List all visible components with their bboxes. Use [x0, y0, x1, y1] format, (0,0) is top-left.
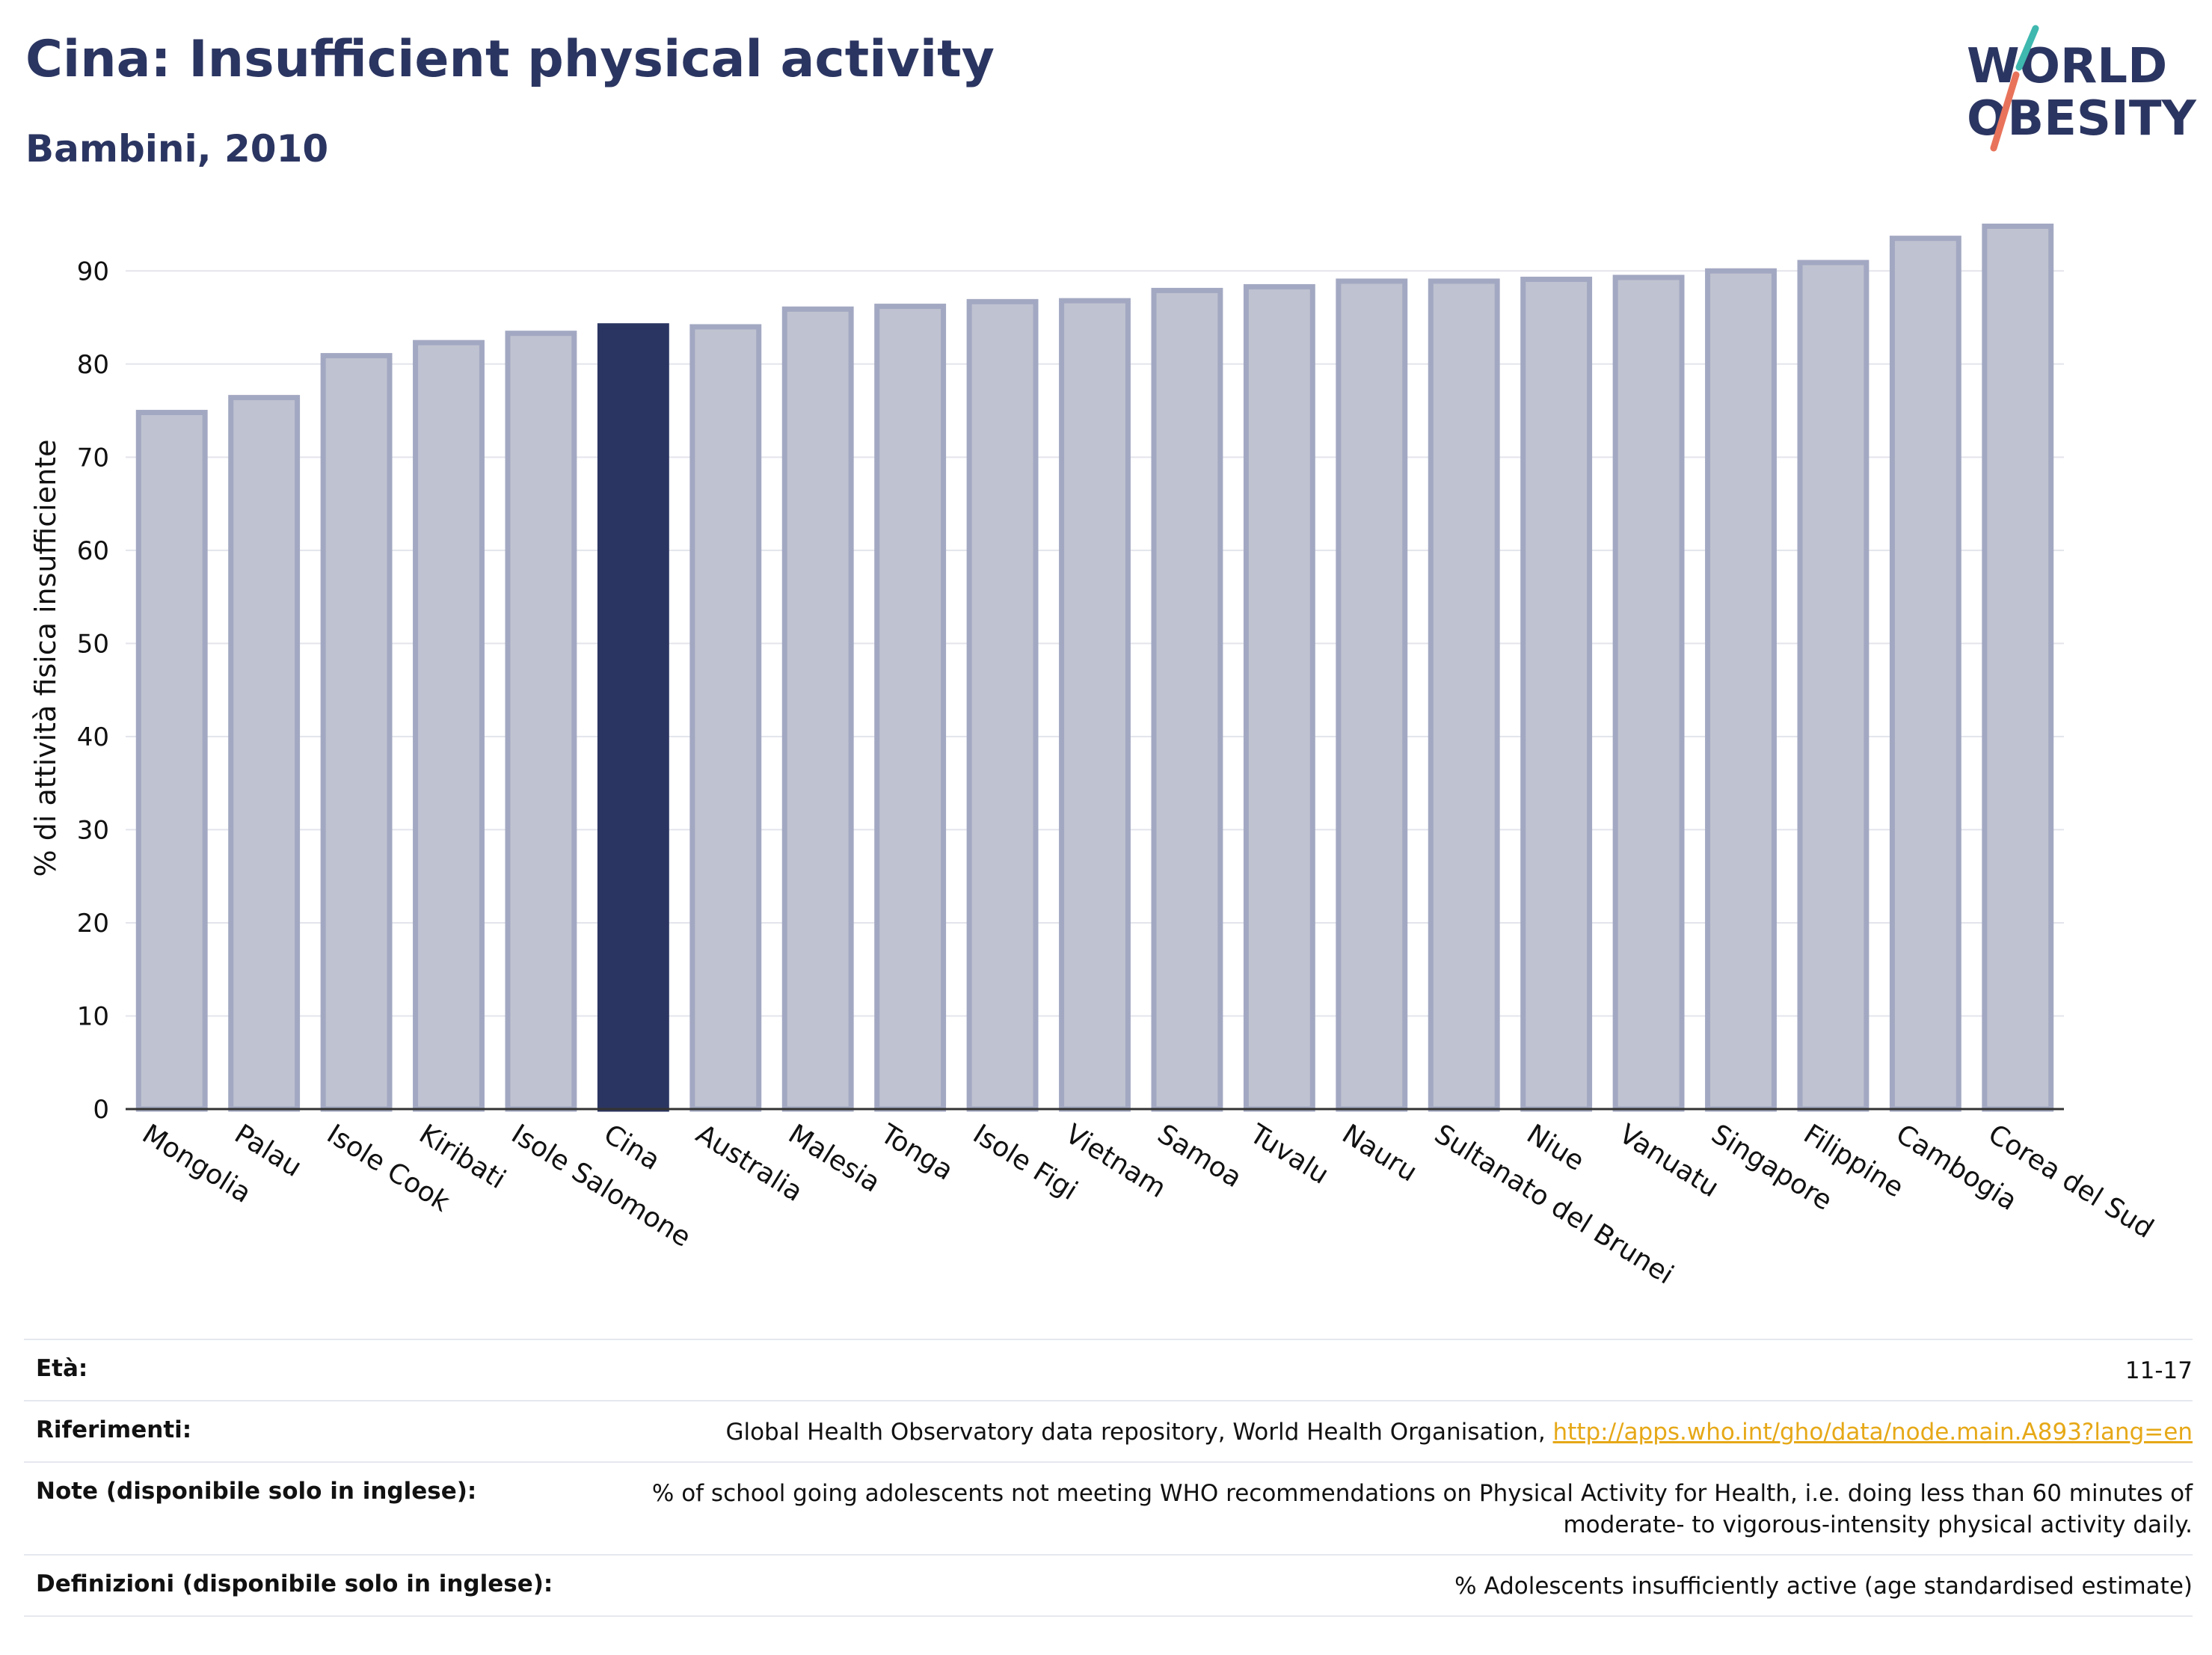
- info-label: Definizioni (disponibile solo in inglese…: [36, 1570, 553, 1597]
- bar-filippine[interactable]: [1797, 260, 1870, 1112]
- info-label: Età:: [36, 1355, 88, 1382]
- info-row: Note (disponibile solo in inglese): % of …: [24, 1461, 2193, 1554]
- info-row: Riferimenti: Global Health Observatory da…: [24, 1400, 2193, 1461]
- y-tick-label: 90: [77, 257, 109, 286]
- x-tick-label: Tonga: [875, 1118, 959, 1186]
- logo-line-1: WORLD: [1967, 39, 2167, 94]
- logo-slash-teal: [2015, 25, 2039, 71]
- bar-isole-cook[interactable]: [320, 353, 393, 1112]
- info-value-text: % Adolescents insufficiently active (age…: [1454, 1573, 2193, 1600]
- chart-title: Cina: Insufficient physical activity: [25, 30, 995, 89]
- info-value-text: % of school going adolescents not meetin…: [651, 1480, 2193, 1538]
- bar-corea-del-sud[interactable]: [1982, 223, 2054, 1112]
- bar-kiribati[interactable]: [413, 340, 485, 1112]
- bar-isole-figi[interactable]: [966, 298, 1039, 1112]
- y-tick-label: 0: [93, 1095, 109, 1125]
- bar-samoa[interactable]: [1151, 287, 1223, 1112]
- x-tick-label: Vietnam: [1060, 1119, 1171, 1204]
- y-tick-label: 80: [77, 350, 109, 380]
- bar-tonga[interactable]: [874, 304, 947, 1112]
- y-tick-label: 30: [77, 815, 109, 845]
- y-tick-label: 40: [77, 722, 109, 752]
- y-tick-labels: 0 10 20 30 40 50 60 70 80 90: [77, 257, 109, 1125]
- y-axis-title: % di attività fisica insufficiente: [29, 440, 62, 877]
- x-tick-label: Nauru: [1337, 1119, 1423, 1188]
- info-row: Definizioni (disponibile solo in inglese…: [24, 1554, 2193, 1617]
- x-tick-label: Vanuatu: [1614, 1119, 1724, 1203]
- bar-tuvalu[interactable]: [1243, 283, 1315, 1112]
- info-table: Età: 11-17 Riferimenti: Global Health Obser…: [24, 1339, 2193, 1617]
- y-tick-label: 50: [77, 629, 109, 659]
- y-tick-label: 10: [77, 1001, 109, 1031]
- x-tick-label: Isole Salomone: [506, 1119, 696, 1253]
- bar-cina[interactable]: [597, 323, 669, 1112]
- bar-palau[interactable]: [228, 395, 301, 1112]
- x-tick-label: Niue: [1521, 1119, 1589, 1177]
- info-value: Global Health Observatory data repositor…: [251, 1416, 2193, 1448]
- x-tick-label: Corea del Sud: [1983, 1119, 2159, 1244]
- x-tick-label: Tuvalu: [1244, 1118, 1334, 1191]
- info-value-text: 11-17: [2125, 1357, 2193, 1384]
- y-tick-label: 20: [77, 909, 109, 939]
- bar-vanuatu[interactable]: [1612, 274, 1685, 1112]
- bar-nauru[interactable]: [1336, 278, 1408, 1112]
- y-tick-label: 60: [77, 536, 109, 566]
- bar-niue[interactable]: [1520, 276, 1593, 1112]
- info-value: % of school going adolescents not meetin…: [536, 1478, 2193, 1541]
- info-value: 11-17: [147, 1355, 2193, 1387]
- bar-cambogia[interactable]: [1889, 236, 1961, 1112]
- bar-australia[interactable]: [689, 324, 762, 1112]
- info-row: Età: 11-17: [24, 1339, 2193, 1400]
- x-tick-label: Isole Figi: [968, 1119, 1083, 1206]
- bar-singapore[interactable]: [1705, 268, 1777, 1112]
- world-obesity-logo: WORLD OBESITY: [1967, 25, 2196, 152]
- bar-isole-salomone[interactable]: [505, 331, 577, 1112]
- chart-subtitle: Bambini, 2010: [25, 127, 329, 171]
- bar-sultanato-del-brunei[interactable]: [1428, 278, 1500, 1112]
- bar-mongolia[interactable]: [135, 410, 208, 1112]
- info-value: % Adolescents insufficiently active (age…: [612, 1570, 2193, 1602]
- info-label: Note (disponibile solo in inglese):: [36, 1478, 477, 1505]
- info-label: Riferimenti:: [36, 1416, 192, 1443]
- reference-link[interactable]: http://apps.who.int/gho/data/node.main.A…: [1552, 1419, 2193, 1446]
- x-tick-label: Cina: [598, 1119, 666, 1176]
- logo-slash-coral: [1990, 71, 2020, 152]
- bar-malesia[interactable]: [781, 306, 854, 1112]
- bars: [135, 223, 2054, 1112]
- bar-vietnam[interactable]: [1059, 298, 1131, 1112]
- info-value-text: Global Health Observatory data repositor…: [725, 1419, 1553, 1446]
- y-tick-label: 70: [77, 443, 109, 473]
